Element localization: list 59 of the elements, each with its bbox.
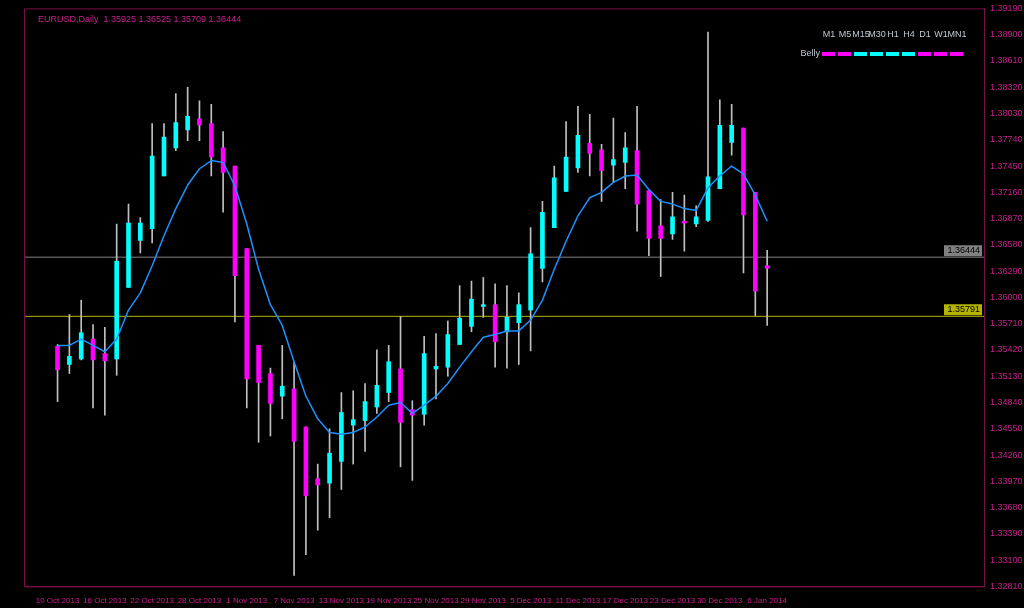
x-tick-label: 30 Dec 2013: [697, 596, 744, 606]
text: M5: [838, 29, 852, 40]
candlestick: [350, 390, 356, 465]
y-tick-label: 1.33100: [990, 554, 1023, 565]
x-tick-label: 10 Oct 2013: [35, 596, 80, 606]
x-tick-label: 13 Nov 2013: [318, 596, 365, 606]
text: D1: [919, 29, 931, 40]
y-tick-label: 1.37740: [990, 134, 1023, 145]
ref-line-label: 1.35791: [947, 304, 980, 315]
y-tick-label: 1.36290: [990, 265, 1023, 276]
x-tick-label: 25 Nov 2013: [413, 596, 460, 606]
x-tick-label: 1 Nov 2013: [226, 596, 268, 606]
text: H1: [887, 29, 899, 40]
y-tick-label: 1.36580: [990, 239, 1023, 250]
y-tick-label: 1.34550: [990, 423, 1023, 434]
candlestick: [764, 249, 770, 326]
y-tick-label: 1.33970: [990, 475, 1023, 486]
x-tick-label: 5 Dec 2013: [510, 596, 552, 606]
x-tick-label: 22 Oct 2013: [130, 596, 175, 606]
x-tick-label: 19 Nov 2013: [366, 596, 412, 606]
y-tick-label: 1.38320: [990, 81, 1023, 92]
text: M15: [852, 29, 870, 40]
text: W1: [934, 29, 948, 40]
text: EURUSD,Daily 1.35925 1.36525 1.35709 1.36444: [38, 13, 242, 24]
y-tick-label: 1.32810: [990, 580, 1023, 591]
x-tick-label: 6 Jan 2014: [747, 596, 788, 606]
text: Belly: [800, 48, 821, 59]
y-tick-label: 1.33680: [990, 502, 1023, 513]
ref-line-label: 1.36444: [947, 245, 980, 256]
y-tick-label: 1.35420: [990, 344, 1023, 355]
y-tick-label: 1.38030: [990, 107, 1023, 118]
x-tick-label: 17 Dec 2013: [602, 596, 649, 606]
y-tick-label: 1.37160: [990, 186, 1023, 197]
candlestick: [279, 345, 285, 420]
y-tick-label: 1.37450: [990, 160, 1023, 171]
y-tick-label: 1.36000: [990, 291, 1023, 302]
x-tick-label: 29 Nov 2013: [460, 596, 507, 606]
y-tick-label: 1.38900: [990, 29, 1023, 40]
text: M1: [822, 29, 836, 40]
text: MN1: [947, 29, 967, 40]
x-tick-label: 11 Dec 2013: [555, 596, 601, 606]
x-tick-label: 23 Dec 2013: [649, 596, 696, 606]
text: H4: [903, 29, 915, 40]
y-tick-label: 1.34260: [990, 449, 1023, 460]
x-tick-label: 7 Nov 2013: [273, 596, 316, 606]
x-tick-label: 28 Oct 2013: [177, 596, 222, 606]
x-tick-label: 16 Oct 2013: [83, 596, 128, 606]
y-tick-label: 1.38610: [990, 55, 1023, 66]
candlestick: [315, 463, 321, 531]
y-tick-label: 1.35710: [990, 318, 1023, 329]
candlestick: [658, 199, 664, 277]
y-tick-label: 1.33390: [990, 528, 1023, 539]
text: M30: [868, 29, 886, 40]
candlestick: [587, 114, 593, 177]
candlestick: [480, 277, 486, 318]
y-tick-label: 1.36870: [990, 213, 1023, 224]
y-tick-label: 1.35130: [990, 370, 1023, 381]
y-tick-label: 1.39190: [990, 2, 1023, 13]
y-tick-label: 1.34840: [990, 396, 1023, 407]
